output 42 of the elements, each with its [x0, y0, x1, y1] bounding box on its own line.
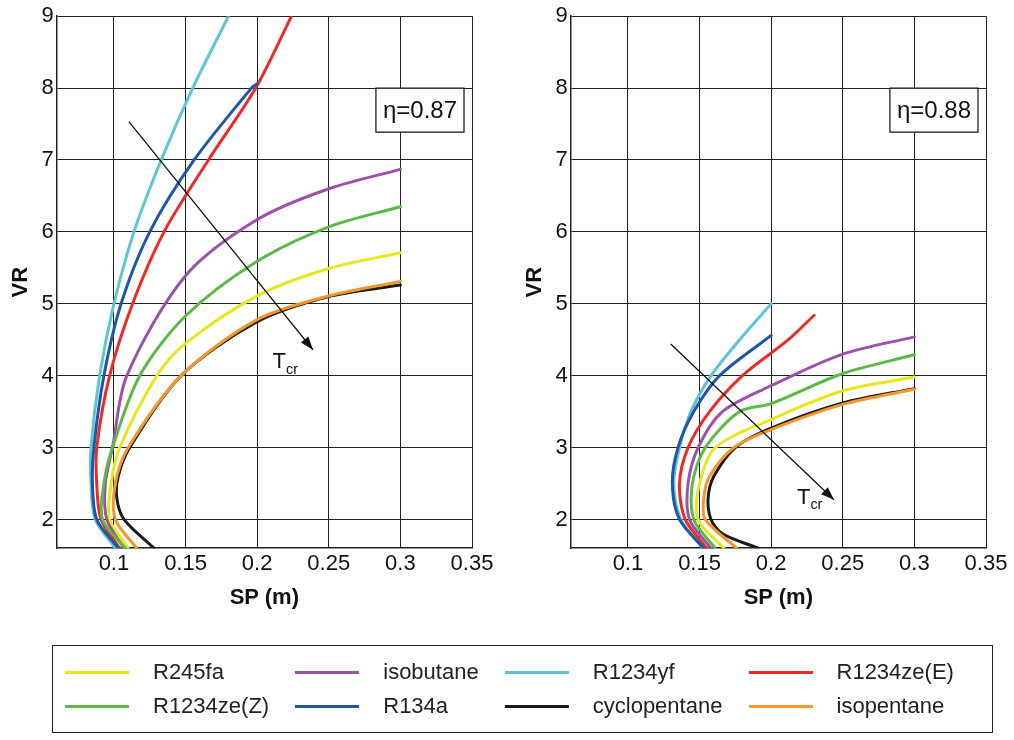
y-tick-label: 5: [555, 289, 568, 315]
legend-label: R1234yf: [592, 659, 675, 685]
y-tick-label: 4: [41, 361, 54, 387]
y-tick-label: 6: [41, 217, 54, 243]
x-tick-label: 0.25: [307, 550, 351, 576]
y-tick-label: 2: [555, 505, 568, 531]
x-tick-label: 0.15: [678, 550, 721, 576]
y-tick-label: 8: [555, 74, 568, 100]
y-tick-label: 7: [41, 146, 54, 172]
x-tick-label: 0.2: [241, 550, 273, 576]
y-tick-label: 9: [41, 2, 54, 28]
y-axis-title: VR: [7, 266, 33, 298]
x-tick-label: 0.3: [385, 550, 416, 576]
x-tick-label: 0.1: [612, 550, 644, 576]
annotation: η=0.88: [896, 95, 971, 123]
x-tick-label: 0.2: [755, 550, 787, 576]
x-tick-label: 0.25: [821, 550, 865, 576]
x-axis-title: SP (m): [743, 583, 813, 609]
y-tick-label: 5: [41, 289, 54, 315]
x-tick-label: 0.15: [164, 550, 207, 576]
y-axis-title: VR: [521, 266, 547, 298]
y-tick-label: 3: [41, 433, 54, 459]
legend-label: R245fa: [153, 659, 224, 685]
y-tick-label: 2: [41, 505, 54, 531]
x-axis-title: SP (m): [229, 583, 299, 609]
x-tick-label: 0.3: [899, 550, 930, 576]
legend-label: cyclopentane: [592, 693, 723, 719]
legend-label: R1234ze(E): [836, 659, 954, 685]
y-tick-label: 3: [555, 433, 568, 459]
x-tick-label: 0.35: [450, 550, 494, 576]
x-tick-label: 0.1: [98, 550, 130, 576]
y-tick-label: 7: [555, 146, 568, 172]
legend-label: R134a: [383, 693, 449, 719]
legend-label: isopentane: [836, 693, 945, 719]
y-tick-label: 9: [555, 2, 568, 28]
y-tick-label: 8: [41, 74, 54, 100]
y-tick-label: 4: [555, 361, 568, 387]
y-tick-label: 6: [555, 217, 568, 243]
annotation: η=0.87: [382, 95, 457, 123]
legend-label: R1234ze(Z): [153, 693, 270, 719]
legend-label: isobutane: [383, 659, 479, 685]
x-tick-label: 0.35: [964, 550, 1008, 576]
